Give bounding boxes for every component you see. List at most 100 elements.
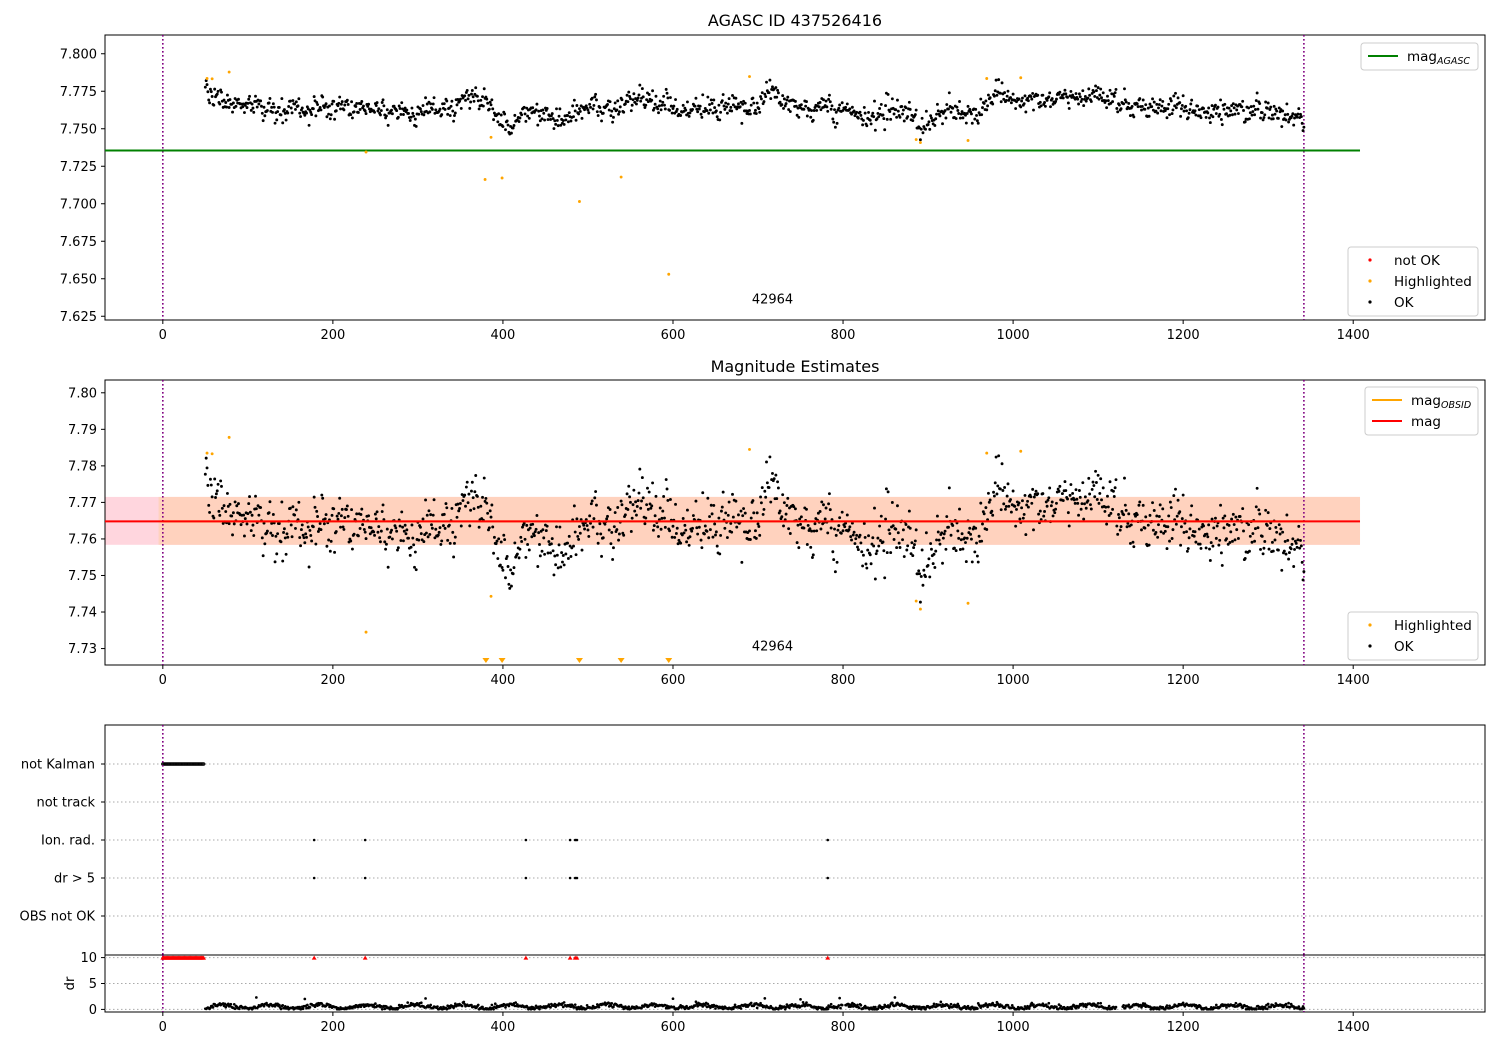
ok-point bbox=[298, 111, 302, 115]
ok-point bbox=[696, 110, 700, 114]
ok-point bbox=[1241, 99, 1245, 103]
ok-point bbox=[935, 102, 939, 106]
ok-point bbox=[381, 98, 385, 102]
dr-point bbox=[298, 1005, 302, 1009]
ok-point bbox=[668, 108, 672, 112]
ok-point bbox=[226, 504, 230, 508]
ok-point bbox=[956, 109, 960, 112]
ok-point bbox=[833, 125, 837, 129]
ok-point bbox=[481, 104, 485, 108]
dr-point bbox=[913, 1007, 917, 1011]
ok-point bbox=[1230, 517, 1234, 521]
ok-point bbox=[990, 509, 994, 513]
ok-point bbox=[1103, 509, 1107, 513]
dr-point bbox=[306, 1003, 309, 1007]
ok-point bbox=[572, 544, 575, 548]
ok-point bbox=[1144, 103, 1148, 107]
ok-point bbox=[566, 120, 570, 124]
ok-point bbox=[544, 529, 548, 533]
ok-point bbox=[1114, 87, 1118, 91]
ok-point bbox=[845, 102, 849, 106]
ok-point bbox=[1256, 107, 1260, 111]
ok-point bbox=[1241, 507, 1245, 511]
ok-point bbox=[405, 108, 409, 112]
ok-point bbox=[208, 477, 212, 481]
ok-point bbox=[954, 117, 958, 120]
ok-point bbox=[1249, 105, 1253, 109]
ok-point bbox=[477, 107, 481, 111]
ok-point bbox=[690, 529, 694, 533]
ok-point bbox=[684, 108, 688, 112]
ok-point bbox=[930, 547, 933, 551]
ok-point bbox=[854, 537, 858, 541]
ok-point bbox=[832, 120, 836, 124]
dr-point bbox=[1168, 1004, 1171, 1008]
ok-point bbox=[413, 550, 417, 554]
ok-point bbox=[556, 566, 560, 570]
highlighted-point bbox=[210, 452, 214, 456]
ok-point bbox=[545, 107, 549, 110]
ok-point bbox=[943, 529, 947, 533]
ok-point bbox=[764, 495, 768, 499]
ok-point bbox=[1127, 101, 1131, 105]
ok-point bbox=[1096, 473, 1100, 477]
ok-point bbox=[248, 510, 252, 514]
ok-point bbox=[549, 542, 553, 546]
ok-point bbox=[1083, 495, 1087, 499]
ok-point bbox=[1151, 528, 1155, 532]
ok-point bbox=[659, 108, 663, 112]
dr-point bbox=[919, 1007, 923, 1011]
dr-point bbox=[301, 1007, 305, 1011]
ok-point bbox=[827, 97, 831, 101]
ok-point bbox=[1138, 500, 1142, 504]
ok-point bbox=[1172, 94, 1176, 98]
ok-point bbox=[1011, 92, 1015, 96]
ok-point bbox=[934, 117, 938, 121]
ok-point bbox=[701, 491, 705, 495]
ok-point bbox=[448, 541, 452, 545]
dr-point bbox=[939, 1000, 943, 1004]
ok-point bbox=[601, 536, 605, 540]
ok-point bbox=[593, 496, 597, 500]
ok-point bbox=[1056, 487, 1060, 491]
ok-point bbox=[1258, 512, 1262, 516]
ok-point bbox=[375, 101, 379, 105]
ok-point bbox=[1265, 106, 1269, 110]
ok-point bbox=[248, 94, 251, 98]
ok-point bbox=[763, 92, 767, 96]
ok-point bbox=[210, 495, 214, 499]
ok-point bbox=[257, 102, 261, 106]
highlighted-point bbox=[483, 178, 487, 181]
dr-point bbox=[837, 1004, 841, 1007]
ok-point bbox=[571, 104, 575, 108]
ok-point bbox=[904, 522, 908, 526]
ok-point bbox=[710, 102, 714, 105]
ok-point bbox=[1214, 103, 1217, 107]
ok-point bbox=[1030, 501, 1034, 505]
ok-point bbox=[713, 106, 717, 110]
ok-point bbox=[1188, 527, 1192, 531]
ok-point bbox=[234, 104, 238, 108]
ok-point bbox=[1055, 97, 1058, 101]
dr-point bbox=[610, 1002, 614, 1005]
ok-point bbox=[617, 112, 621, 116]
panel-agasc-magnitude: AGASC ID 437526416 0 200 400 600 800 1000 1200… bbox=[60, 11, 1486, 343]
ok-point bbox=[1089, 503, 1092, 507]
ok-point bbox=[831, 550, 835, 554]
ok-point bbox=[569, 119, 573, 123]
ok-point bbox=[947, 107, 950, 111]
ok-point bbox=[768, 455, 772, 459]
ok-point bbox=[687, 114, 691, 118]
ok-point bbox=[455, 515, 459, 519]
ok-point bbox=[712, 98, 716, 102]
ok-point bbox=[924, 531, 928, 535]
ok-point bbox=[535, 514, 539, 517]
ok-point bbox=[531, 106, 535, 110]
ok-point bbox=[424, 96, 428, 100]
ok-point bbox=[458, 97, 462, 101]
ok-point bbox=[601, 111, 605, 115]
ok-point bbox=[796, 106, 800, 110]
ok-point bbox=[605, 517, 609, 521]
ok-point bbox=[566, 557, 570, 560]
ok-point bbox=[933, 566, 937, 569]
